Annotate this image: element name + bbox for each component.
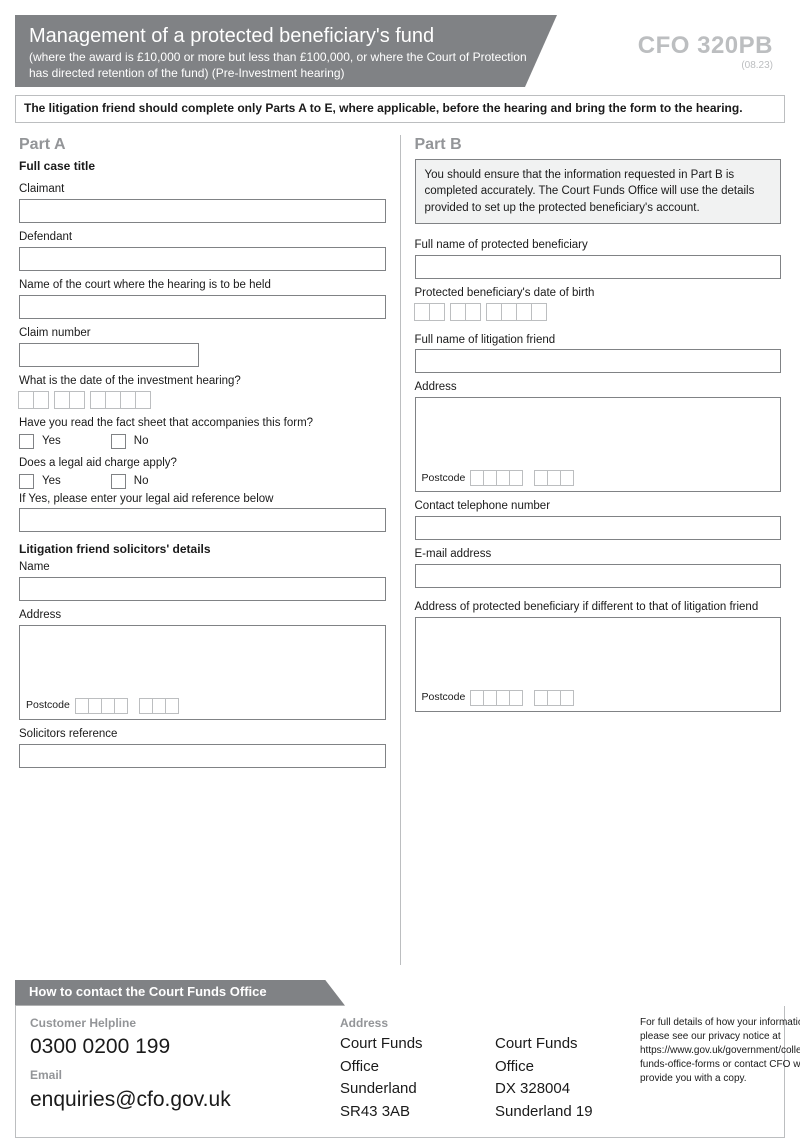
- beneficiary-dob-label: Protected beneficiary's date of birth: [415, 286, 782, 301]
- privacy-notice: For full details of how your information…: [640, 1016, 800, 1124]
- fact-sheet-no-checkbox[interactable]: [111, 434, 126, 449]
- solicitor-address-label: Address: [19, 608, 386, 623]
- part-a-column: Part A Full case title Claimant Defendan…: [15, 135, 400, 965]
- header-banner: Management of a protected beneficiary's …: [15, 15, 785, 87]
- part-b-note: You should ensure that the information r…: [415, 159, 782, 223]
- legal-aid-ref-input[interactable]: [19, 508, 386, 532]
- beneficiary-alt-address-label: Address of protected beneficiary if diff…: [415, 600, 782, 615]
- beneficiary-name-input[interactable]: [415, 255, 782, 279]
- address-label: Address: [340, 1016, 465, 1032]
- no-label-2: No: [134, 474, 149, 489]
- address-block-1: Court Funds Office Sunderland SR43 3AB: [340, 1033, 465, 1123]
- claim-number-input[interactable]: [19, 343, 199, 367]
- form-code: CFO 320PB: [638, 30, 773, 61]
- claimant-input[interactable]: [19, 199, 386, 223]
- litigation-friend-name-input[interactable]: [415, 349, 782, 373]
- yes-label-2: Yes: [42, 474, 61, 489]
- court-name-input[interactable]: [19, 295, 386, 319]
- form-date: (08.23): [741, 59, 773, 72]
- email-input[interactable]: [415, 564, 782, 588]
- footer-email-label: Email: [30, 1068, 320, 1084]
- postcode-label: Postcode: [26, 699, 70, 713]
- header-code-block: CFO 320PB (08.23): [525, 15, 785, 87]
- fact-sheet-question: Have you read the fact sheet that accomp…: [19, 416, 386, 431]
- part-b-column: Part B You should ensure that the inform…: [401, 135, 786, 965]
- solicitors-heading: Litigation friend solicitors' details: [19, 542, 386, 558]
- lf-address-label: Address: [415, 380, 782, 395]
- legal-aid-ref-label: If Yes, please enter your legal aid refe…: [19, 492, 386, 507]
- defendant-label: Defendant: [19, 230, 386, 245]
- legal-aid-yes-checkbox[interactable]: [19, 474, 34, 489]
- part-b-heading: Part B: [415, 135, 782, 156]
- footer-email: enquiries@cfo.gov.uk: [30, 1086, 320, 1113]
- no-label: No: [134, 434, 149, 449]
- helpline-number: 0300 0200 199: [30, 1033, 320, 1060]
- claim-number-label: Claim number: [19, 326, 386, 341]
- litigation-friend-name-label: Full name of litigation friend: [415, 333, 782, 348]
- lf-address-input[interactable]: Postcode: [415, 397, 782, 492]
- solicitor-name-input[interactable]: [19, 577, 386, 601]
- full-case-title-label: Full case title: [19, 159, 386, 175]
- solicitor-name-label: Name: [19, 560, 386, 575]
- hearing-date-input[interactable]: [19, 391, 386, 409]
- helpline-label: Customer Helpline: [30, 1016, 320, 1032]
- address-block-2: Court Funds Office DX 328004 Sunderland …: [495, 1033, 620, 1123]
- claimant-label: Claimant: [19, 182, 386, 197]
- beneficiary-name-label: Full name of protected beneficiary: [415, 238, 782, 253]
- contact-phone-label: Contact telephone number: [415, 499, 782, 514]
- email-label: E-mail address: [415, 547, 782, 562]
- defendant-input[interactable]: [19, 247, 386, 271]
- beneficiary-dob-input[interactable]: [415, 303, 782, 321]
- contact-phone-input[interactable]: [415, 516, 782, 540]
- legal-aid-no-checkbox[interactable]: [111, 474, 126, 489]
- form-subtitle: (where the award is £10,000 or more but …: [29, 49, 549, 81]
- fact-sheet-yes-checkbox[interactable]: [19, 434, 34, 449]
- legal-aid-question: Does a legal aid charge apply?: [19, 456, 386, 471]
- part-a-heading: Part A: [19, 135, 386, 156]
- solicitors-ref-input[interactable]: [19, 744, 386, 768]
- postcode-label-3: Postcode: [422, 691, 466, 705]
- instruction-bar: The litigation friend should complete on…: [15, 95, 785, 123]
- footer: How to contact the Court Funds Office Cu…: [15, 980, 785, 1138]
- yes-label: Yes: [42, 434, 61, 449]
- court-name-label: Name of the court where the hearing is t…: [19, 278, 386, 293]
- beneficiary-alt-address-input[interactable]: Postcode: [415, 617, 782, 712]
- footer-heading: How to contact the Court Funds Office: [15, 980, 345, 1006]
- solicitor-address-input[interactable]: Postcode: [19, 625, 386, 720]
- solicitors-ref-label: Solicitors reference: [19, 727, 386, 742]
- postcode-label-2: Postcode: [422, 472, 466, 486]
- hearing-date-label: What is the date of the investment heari…: [19, 374, 386, 389]
